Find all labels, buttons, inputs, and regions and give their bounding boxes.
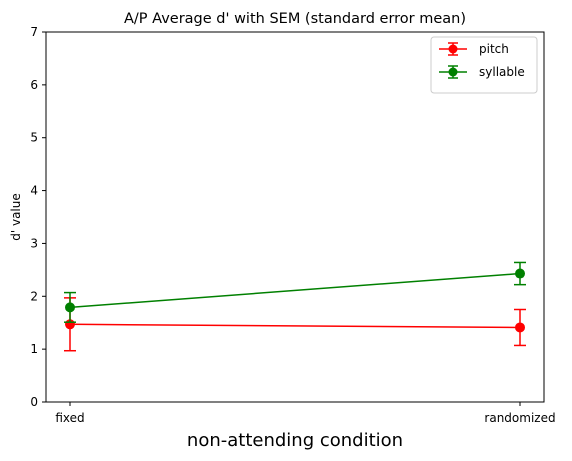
legend: pitch syllable — [430, 36, 538, 94]
legend-label: syllable — [479, 65, 525, 79]
y-tick-label: 6 — [30, 78, 38, 92]
series-line — [69, 272, 521, 309]
data-point — [65, 302, 75, 313]
y-tick-label: 7 — [30, 25, 38, 39]
chart-title: A/P Average d' with SEM (standard error … — [124, 11, 466, 27]
series-line — [69, 323, 521, 329]
plot-area — [45, 31, 545, 403]
data-point — [515, 322, 525, 333]
series-syllable — [64, 261, 526, 323]
y-axis-label: d' value — [9, 193, 23, 241]
x-axis-label: non-attending condition — [187, 430, 403, 451]
legend-box — [430, 36, 538, 94]
y-tick-label: 4 — [30, 184, 38, 198]
y-tick-label: 1 — [30, 342, 38, 356]
y-tick-label: 2 — [30, 289, 38, 303]
y-axis: 0 1 2 3 4 5 6 7 — [30, 25, 46, 409]
y-tick-label: 3 — [30, 236, 38, 250]
legend-marker — [448, 44, 458, 54]
series-layer — [64, 261, 526, 352]
x-axis: fixed randomized — [55, 402, 556, 425]
legend-marker — [448, 67, 458, 77]
data-point — [515, 268, 525, 279]
x-tick-label: randomized — [484, 411, 555, 425]
legend-label: pitch — [479, 42, 509, 56]
y-tick-label: 0 — [30, 395, 38, 409]
x-tick-label: fixed — [55, 411, 84, 425]
y-tick-label: 5 — [30, 131, 38, 145]
